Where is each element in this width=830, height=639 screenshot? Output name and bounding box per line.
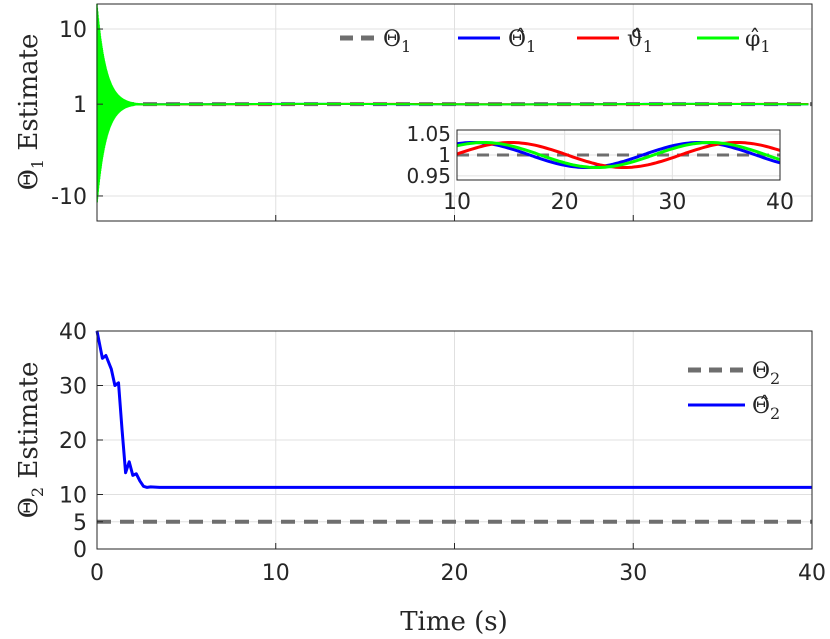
bottom-y-axis-label: Θ2 Estimate	[14, 362, 47, 519]
inset-axes-box	[456, 129, 781, 181]
legend-symbol: Θ̂	[752, 394, 770, 419]
bottom-series-theta2_hat	[95, 330, 812, 489]
inset-y-tick-label: 0.95	[406, 164, 451, 188]
top-legend-label-varphi_hat: φ̂1	[745, 27, 771, 56]
bottom-y-tick-label: 5	[73, 511, 87, 536]
top-legend-label-vartheta_hat: ϑ̂1	[627, 27, 653, 56]
bottom-y-tick-label: 0	[73, 538, 87, 563]
bottom-legend-label-theta2: Θ2	[752, 359, 780, 388]
top-legend-label-theta_hat: Θ̂1	[508, 27, 536, 56]
top-y-axis-label-sub: 1	[28, 159, 47, 169]
bottom-x-tick-label: 10	[262, 561, 290, 586]
inset-y-tick-label: 1.05	[406, 122, 451, 146]
legend-subscript: 1	[760, 37, 770, 56]
top-y-ticks: -10 1 10	[51, 18, 813, 221]
bottom-y-tick-label: 40	[59, 320, 87, 345]
top-y-axis-label-rest: Estimate	[14, 34, 44, 159]
bottom-x-axis-label: Time (s)	[400, 607, 508, 637]
legend-symbol: ϑ̂	[627, 27, 643, 52]
top-y-tick-label: -10	[51, 185, 87, 210]
bottom-legend-label-theta2_hat: Θ̂2	[752, 394, 780, 423]
legend-symbol: Θ	[383, 27, 401, 52]
inset-x-tick-label: 20	[551, 190, 579, 215]
bottom-y-axis-label-sub: 2	[28, 487, 47, 497]
legend-symbol: φ̂	[745, 27, 760, 52]
top-series	[96, 3, 812, 203]
legend-symbol: Θ̂	[508, 27, 526, 52]
bottom-x-tick-label: 0	[90, 561, 104, 586]
inset-x-tick-label: 40	[766, 190, 794, 215]
bottom-series	[95, 330, 812, 524]
top-legend-label-theta: Θ1	[383, 27, 411, 56]
inset-y-tick-label: 1	[438, 143, 451, 167]
inset-series-varphi_hat	[456, 141, 781, 169]
inset-series-theta_hat	[456, 141, 781, 169]
top-y-tick-label: 1	[73, 93, 87, 118]
legend-subscript: 1	[643, 37, 653, 56]
bottom-y-tick-label: 30	[59, 375, 87, 400]
legend-subscript: 1	[401, 37, 411, 56]
legend-subscript: 2	[770, 369, 780, 388]
top-y-tick-label: 10	[59, 18, 87, 43]
bottom-y-tick-label: 20	[59, 429, 87, 454]
legend-symbol: Θ	[752, 359, 770, 384]
bottom-y-axis-label-symbol: Θ	[14, 497, 44, 518]
top-y-axis-label-symbol: Θ	[14, 169, 44, 190]
bottom-x-tick-label: 40	[798, 561, 826, 586]
bottom-y-tick-label: 10	[59, 484, 87, 509]
top-legend: Θ1 Θ̂1 ϑ̂1 φ̂1	[340, 27, 771, 56]
bottom-y-axis-label-rest: Estimate	[14, 362, 44, 487]
top-series-varphi_hat	[97, 102, 809, 106]
bottom-legend: Θ2Θ̂2	[688, 359, 780, 423]
bottom-x-tick-label: 20	[441, 561, 469, 586]
legend-subscript: 2	[770, 404, 780, 423]
legend-subscript: 1	[526, 37, 536, 56]
bottom-x-tick-label: 30	[619, 561, 647, 586]
inset-x-tick-label: 10	[443, 190, 471, 215]
top-series-varphi_hat-transient	[96, 3, 143, 203]
top-y-axis-label: Θ1 Estimate	[14, 34, 47, 191]
inset-x-tick-label: 30	[658, 190, 686, 215]
